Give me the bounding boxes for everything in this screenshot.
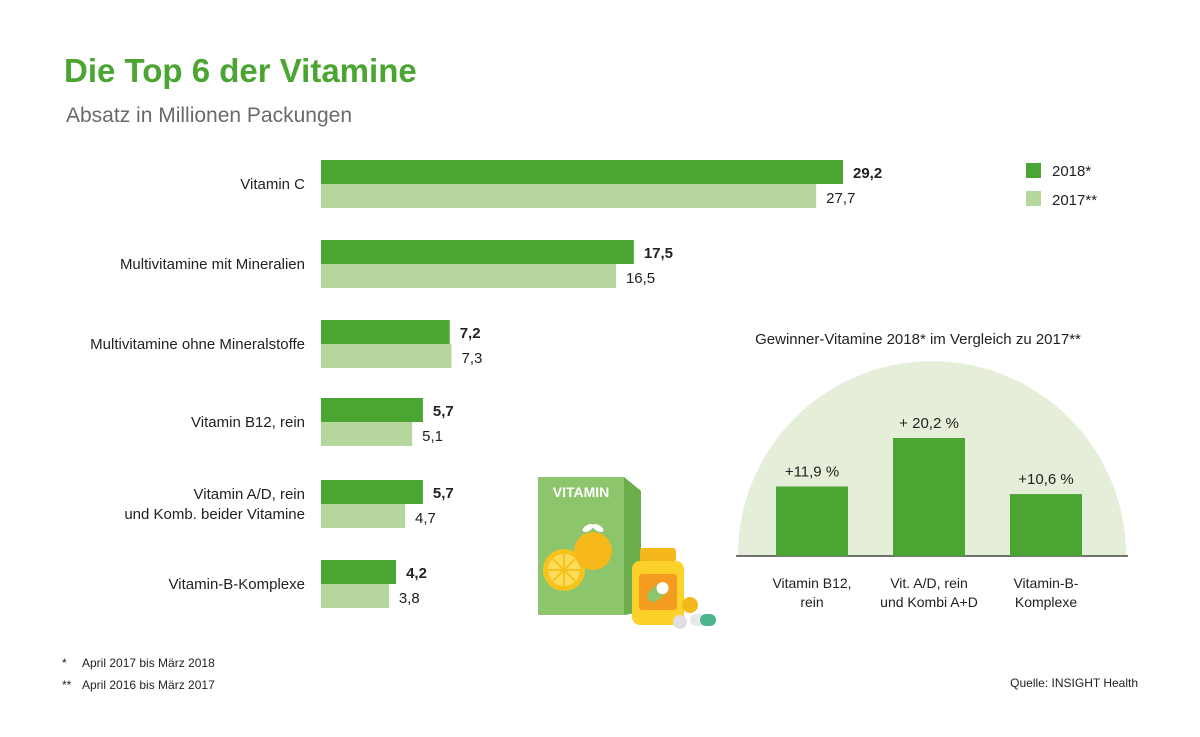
winner-category-1-line-1: Vitamin B12,: [772, 575, 851, 591]
footnote-2: ** April 2016 bis März 2017: [62, 678, 215, 692]
winner-bar-1: [776, 486, 848, 556]
legend-swatch-2018: [1026, 163, 1041, 178]
value-label-2017-6: 3,8: [399, 590, 420, 607]
value-label-2017-3: 7,3: [462, 350, 483, 367]
bar-2018-6: [321, 560, 397, 584]
bar-2018-2: [321, 240, 634, 264]
value-label-2017-5: 4,7: [415, 510, 436, 527]
footnote-2-marker: **: [62, 678, 72, 692]
winner-value-2: + 20,2 %: [899, 415, 959, 432]
legend-swatch-2017: [1026, 191, 1041, 206]
bar-2017-4: [321, 422, 413, 446]
value-label-2018-5: 5,7: [433, 485, 454, 502]
winner-bar-2: [893, 438, 965, 556]
legend-label-2017: 2017**: [1052, 192, 1097, 209]
category-label-3: Multivitamine ohne Mineralstoffe: [90, 336, 305, 353]
value-label-2018-2: 17,5: [644, 245, 673, 262]
chart-title: Die Top 6 der Vitamine: [64, 52, 417, 89]
value-label-2017-4: 5,1: [422, 428, 443, 445]
value-label-2017-1: 27,7: [826, 190, 855, 207]
bar-2018-5: [321, 480, 423, 504]
bar-2018-4: [321, 398, 423, 422]
footnote-1-text: April 2017 bis März 2018: [82, 656, 215, 670]
winner-category-2-line-1: Vit. A/D, rein: [890, 575, 968, 591]
category-label-6: Vitamin-B-Komplexe: [169, 576, 305, 593]
winner-bar-3: [1010, 494, 1082, 556]
value-label-2017-2: 16,5: [626, 270, 655, 287]
chart-subtitle: Absatz in Millionen Packungen: [66, 104, 353, 127]
legend-label-2018: 2018*: [1052, 163, 1091, 180]
winner-category-2-line-2: und Kombi A+D: [880, 594, 978, 610]
bar-2018-3: [321, 320, 450, 344]
bar-2017-6: [321, 584, 389, 608]
pill-jar-icon: [632, 548, 684, 625]
value-label-2018-1: 29,2: [853, 165, 882, 182]
winner-value-3: +10,6 %: [1018, 471, 1073, 488]
winner-chart-title: Gewinner-Vitamine 2018* im Vergleich zu …: [755, 331, 1081, 348]
winner-category-3-line-1: Vitamin-B-: [1013, 575, 1078, 591]
winner-category-1-line-2: rein: [800, 594, 823, 610]
footnote-1: * April 2017 bis März 2018: [62, 656, 215, 670]
capsule-icon: [673, 597, 716, 629]
category-label-2: Multivitamine mit Mineralien: [120, 256, 305, 273]
footnote-2-text: April 2016 bis März 2017: [82, 678, 215, 692]
winner-category-3-line-2: Komplexe: [1015, 594, 1077, 610]
value-label-2018-3: 7,2: [460, 325, 481, 342]
category-label-1: Vitamin C: [240, 176, 305, 193]
winner-value-1: +11,9 %: [785, 463, 839, 480]
footnote-1-marker: *: [62, 656, 67, 670]
bar-2017-2: [321, 264, 616, 288]
category-label-4: Vitamin B12, rein: [191, 414, 305, 431]
bar-2017-1: [321, 184, 817, 208]
category-label-5-line-2: und Komb. beider Vitamine: [124, 506, 305, 523]
vitamin-box-label: VITAMIN: [553, 484, 610, 500]
value-label-2018-4: 5,7: [433, 403, 454, 420]
value-label-2018-6: 4,2: [406, 565, 427, 582]
orange-icon: [543, 524, 612, 591]
bar-2017-5: [321, 504, 406, 528]
source-note: Quelle: INSIGHT Health: [1010, 676, 1138, 690]
category-label-5-line-1: Vitamin A/D, rein: [194, 486, 305, 503]
bar-2017-3: [321, 344, 452, 368]
bar-2018-1: [321, 160, 843, 184]
